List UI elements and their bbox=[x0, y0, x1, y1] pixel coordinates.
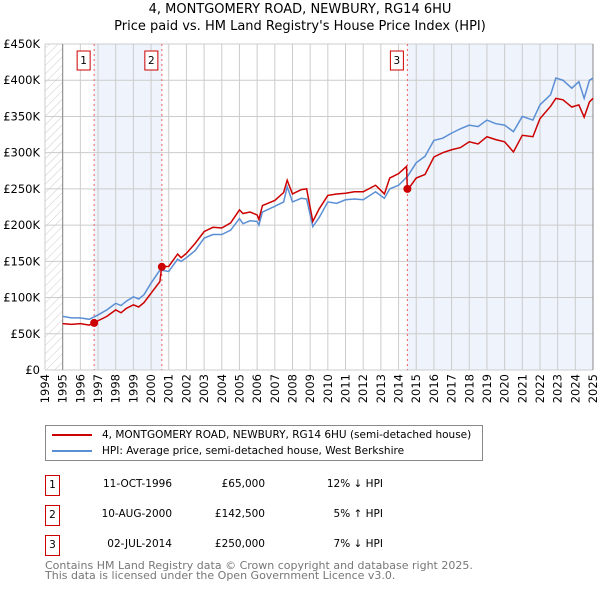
legend-item-hpi: HPI: Average price, semi-detached house,… bbox=[52, 445, 404, 457]
x-tick-label: 2017 bbox=[445, 374, 459, 403]
x-tick-label: 2021 bbox=[515, 374, 529, 403]
sale-point bbox=[403, 184, 412, 193]
no-data-hatch bbox=[45, 44, 63, 370]
x-tick-label: 2010 bbox=[321, 374, 335, 403]
y-tick-label: £250K bbox=[3, 182, 40, 196]
x-tick-label: 2020 bbox=[498, 374, 512, 403]
property-price-line bbox=[62, 97, 594, 326]
footer-line-1: Contains HM Land Registry data © Crown c… bbox=[45, 559, 473, 572]
legend-swatch-hpi bbox=[52, 450, 92, 452]
x-tick-label: 2022 bbox=[533, 374, 547, 403]
sale-label-box bbox=[389, 50, 404, 71]
sale-label: 3 bbox=[394, 55, 401, 67]
hpi-line bbox=[62, 77, 594, 321]
transaction-price: £65,000 bbox=[221, 478, 265, 490]
legend-label-property: 4, MONTGOMERY ROAD, NEWBURY, RG14 6HU (s… bbox=[102, 429, 472, 441]
footer: Contains HM Land Registry data © Crown c… bbox=[45, 559, 473, 582]
y-tick-label: £200K bbox=[3, 218, 40, 232]
x-tick-label: 1998 bbox=[109, 374, 123, 403]
x-tick-label: 2025 bbox=[586, 374, 600, 403]
x-tick-label: 2013 bbox=[374, 374, 388, 403]
x-tick-label: 2024 bbox=[568, 374, 582, 403]
x-tick-label: 2000 bbox=[144, 374, 158, 403]
price-chart: 1994 1995 1996 1997 1998 1999 2000 2001 2002 2003… bbox=[3, 37, 600, 403]
transaction-price: £250,000 bbox=[214, 538, 265, 550]
x-tick-label: 2004 bbox=[215, 374, 229, 403]
transaction-hpi-delta: 12% ↓ HPI bbox=[326, 478, 383, 490]
y-tick-label: £150K bbox=[3, 254, 40, 268]
x-tick-label: 2016 bbox=[427, 374, 441, 403]
transaction-row: 1 11-OCT-1996 £65,000 12% ↓ HPI bbox=[45, 475, 545, 496]
sale-label: 2 bbox=[148, 55, 155, 67]
transaction-date: 10-AUG-2000 bbox=[101, 508, 172, 520]
x-tick-label: 2002 bbox=[179, 374, 193, 403]
x-tick-label: 2019 bbox=[480, 374, 494, 403]
transaction-date: 11-OCT-1996 bbox=[103, 478, 172, 490]
transaction-hpi-delta: 5% ↑ HPI bbox=[333, 508, 383, 520]
chart-subtitle: Price paid vs. HM Land Registry's House … bbox=[114, 19, 486, 34]
x-tick-label: 2012 bbox=[356, 374, 370, 403]
legend-item-property: 4, MONTGOMERY ROAD, NEWBURY, RG14 6HU (s… bbox=[52, 429, 471, 441]
sale-point bbox=[157, 262, 166, 271]
transaction-row: 3 02-JUL-2014 £250,000 7% ↓ HPI bbox=[45, 535, 545, 556]
x-tick-label: 2018 bbox=[462, 374, 476, 403]
legend-label-hpi: HPI: Average price, semi-detached house,… bbox=[102, 445, 405, 457]
sale-label-box bbox=[144, 50, 159, 71]
transaction-row: 2 10-AUG-2000 £142,500 5% ↑ HPI bbox=[45, 505, 545, 526]
sale-label: 1 bbox=[80, 55, 87, 67]
x-tick-label: 1994 bbox=[38, 374, 52, 403]
transaction-marker: 1 bbox=[45, 475, 60, 496]
transaction-hpi-delta: 7% ↓ HPI bbox=[333, 538, 383, 550]
x-tick-label: 1996 bbox=[73, 374, 87, 403]
y-tick-label: £300K bbox=[3, 146, 40, 160]
x-tick-label: 2003 bbox=[197, 374, 211, 403]
transaction-date: 02-JUL-2014 bbox=[107, 538, 172, 550]
sale-label-box bbox=[76, 50, 91, 71]
legend: 4, MONTGOMERY ROAD, NEWBURY, RG14 6HU (s… bbox=[45, 425, 483, 461]
x-tick-label: 2011 bbox=[339, 374, 353, 403]
x-tick-label: 2009 bbox=[303, 374, 317, 403]
transaction-marker: 2 bbox=[45, 505, 60, 526]
x-tick-label: 1995 bbox=[56, 374, 70, 403]
y-tick-label: £450K bbox=[3, 37, 40, 51]
x-tick-label: 2023 bbox=[551, 374, 565, 403]
x-tick-label: 2007 bbox=[268, 374, 282, 403]
x-tick-label: 1999 bbox=[126, 374, 140, 403]
shaded-period-1 bbox=[94, 44, 162, 370]
y-tick-label: £400K bbox=[3, 73, 40, 87]
x-tick-label: 2001 bbox=[162, 374, 176, 403]
x-tick-label: 2006 bbox=[250, 374, 264, 403]
sale-point bbox=[90, 318, 99, 327]
legend-swatch-property bbox=[52, 434, 92, 436]
x-tick-label: 2008 bbox=[285, 374, 299, 403]
transaction-marker: 3 bbox=[45, 535, 60, 556]
y-tick-label: £0 bbox=[25, 363, 40, 377]
transaction-price: £142,500 bbox=[214, 508, 265, 520]
footer-line-2: This data is licensed under the Open Gov… bbox=[45, 569, 396, 582]
y-tick-label: £50K bbox=[11, 327, 41, 341]
shaded-period-2 bbox=[407, 44, 593, 370]
y-tick-label: £350K bbox=[3, 109, 40, 123]
x-tick-label: 2015 bbox=[409, 374, 423, 403]
x-tick-label: 2014 bbox=[392, 374, 406, 403]
y-tick-label: £100K bbox=[3, 291, 40, 305]
chart-title: 4, MONTGOMERY ROAD, NEWBURY, RG14 6HU bbox=[148, 2, 452, 17]
x-tick-label: 2005 bbox=[232, 374, 246, 403]
x-tick-label: 1997 bbox=[91, 374, 105, 403]
